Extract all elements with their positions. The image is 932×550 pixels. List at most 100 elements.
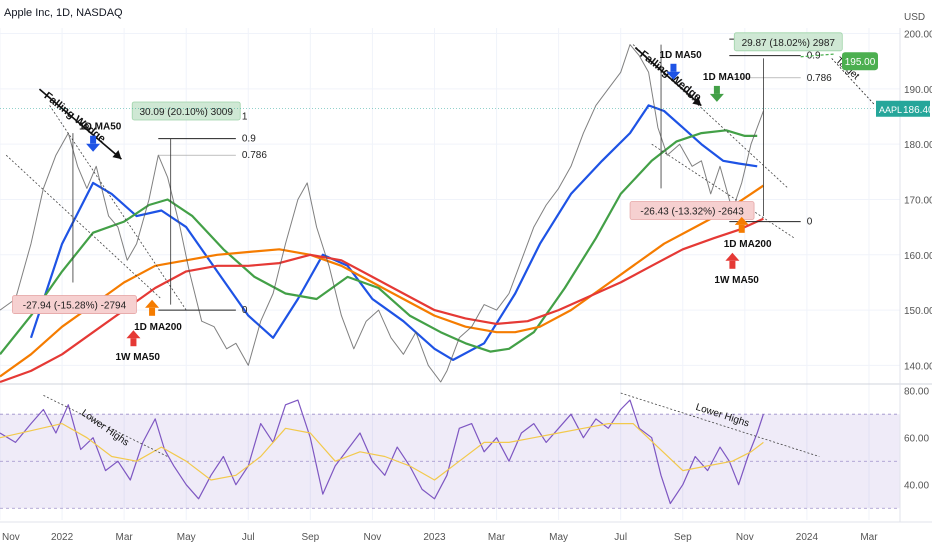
fib-level-label: 1: [242, 112, 248, 123]
arrow-head: [725, 252, 740, 261]
time-tick-label: Jul: [614, 532, 627, 543]
last-price-symbol: AAPL: [879, 105, 902, 115]
ma-label: 1W MA50: [115, 352, 160, 363]
axes: 200.00 190.00 180.00 170.00 1 60.00 150.00 140.…: [0, 28, 932, 543]
pattern-arrow-head: [112, 150, 122, 160]
series-1d-ma200: [0, 184, 765, 378]
arrow-shaft: [149, 307, 156, 316]
measure-box-text: 29.87 (18.02%) 2987: [742, 38, 836, 49]
fib-level-label: 0.786: [242, 150, 267, 161]
arrow-head: [126, 330, 141, 339]
series-lines: [0, 44, 765, 505]
ma-label: 1D MA200: [134, 322, 182, 333]
time-tick-label: 2024: [796, 532, 819, 543]
ma-label: 1D MA200: [724, 239, 772, 250]
time-tick-label: 2022: [51, 532, 74, 543]
ma-arrow-icon: [145, 299, 160, 316]
time-tick-label: Nov: [2, 532, 20, 543]
series-1d-ma100: [0, 129, 758, 355]
target-line: [800, 53, 835, 58]
measure-box-bg: [733, 32, 843, 52]
series-price: [0, 44, 764, 383]
price-tick-label: 140.00: [904, 361, 932, 372]
time-tick-label: Mar: [488, 532, 506, 543]
time-tick-label: Sep: [301, 532, 319, 543]
measure-box-text: -26.43 (-13.32%) -2643: [640, 207, 744, 218]
fib-level-label: 0.9: [807, 51, 821, 62]
time-tick-label: May: [177, 532, 196, 543]
price-tick-label: 180.00: [904, 140, 932, 151]
arrow-head: [734, 216, 749, 225]
ma-label: 1D MA50: [79, 122, 122, 133]
wedge-boundary: [632, 44, 789, 189]
time-tick-label: Jul: [242, 532, 255, 543]
series-rsi-based-ma: [0, 423, 764, 481]
arrow-shaft: [130, 338, 137, 347]
pattern-arrow-head: [692, 96, 702, 106]
ma-arrow-icon: [86, 135, 101, 152]
rsi-band: [0, 383, 932, 509]
ma-arrow-icon: [666, 63, 681, 80]
ma-label: 1D MA100: [703, 72, 751, 83]
ma-arrow-icon: [734, 216, 749, 233]
last-price-badge-bg: [876, 100, 930, 117]
rsi-tick-label: 40.00: [904, 481, 929, 492]
ma-arrow-icon: [126, 330, 141, 347]
measure-box-bg: [629, 201, 755, 220]
pattern-arrow-line: [634, 47, 702, 107]
target-price-badge: 195.00: [842, 52, 878, 71]
fib-level-label: 0.9: [242, 134, 256, 145]
arrow-head: [709, 93, 724, 102]
ma-label: 1W MA50: [714, 275, 759, 286]
arrow-shaft: [729, 260, 736, 269]
measure-box: 29.87 (18.02%) 2987: [733, 32, 843, 52]
measure-box: -26.43 (-13.32%) -2643: [629, 201, 755, 220]
measure-box-text: 30.09 (20.10%) 3009: [140, 107, 234, 118]
last-price-badge: AAPL 186.40: [0, 100, 932, 117]
target-guide: [831, 58, 876, 106]
measure-box: 30.09 (20.10%) 3009: [131, 101, 241, 121]
arrow-head: [145, 299, 160, 308]
rsi-tick-label: 80.00: [904, 387, 929, 398]
measure-box-bg: [12, 295, 137, 314]
target-price-badge-bg: [842, 52, 878, 71]
rsi-trendline: [43, 395, 168, 457]
pattern-label: Falling Wedge: [42, 90, 108, 145]
target-price-badge-text: 195.00: [845, 57, 876, 68]
arrow-head: [666, 71, 681, 80]
price-tick-label: 190.00: [904, 85, 932, 96]
time-tick-label: Mar: [116, 532, 134, 543]
header-bar: [0, 0, 932, 20]
ma-arrow-icon: [709, 85, 724, 102]
arrow-shaft: [738, 224, 745, 233]
time-tick-label: Nov: [736, 532, 754, 543]
chart-title: Apple Inc, 1D, NASDAQ: [4, 7, 123, 19]
rsi-trendline: [620, 392, 820, 457]
arrow-shaft: [713, 85, 720, 94]
ma-arrow-icon: [725, 252, 740, 269]
pattern-arrow-line: [38, 88, 122, 160]
price-tick-label: 150.00: [904, 306, 932, 317]
series-rsi: [0, 399, 764, 505]
time-tick-label: Sep: [674, 532, 692, 543]
time-tick-label: Mar: [860, 532, 878, 543]
wedge-boundary: [5, 154, 162, 300]
last-price-value: 186.40: [903, 105, 932, 116]
time-tick-label: Nov: [364, 532, 382, 543]
arrow-head: [86, 143, 101, 152]
arrow-shaft: [90, 135, 97, 144]
currency-label: USD: [904, 12, 925, 23]
price-tick-label: 170.00: [904, 195, 932, 206]
rsi-tick-label: 60.00: [904, 434, 929, 445]
wedge-boundary: [49, 105, 187, 311]
measure-box-text: -27.94 (-15.28%) -2794: [23, 301, 127, 312]
measure-box-bg: [131, 101, 241, 121]
price-tick-label: 200.00: [904, 30, 932, 41]
measure-box: -27.94 (-15.28%) -2794: [12, 295, 137, 314]
series-1d-ma50: [29, 104, 758, 361]
fib-level-label: 0: [807, 217, 813, 228]
arrow-shaft: [670, 63, 677, 72]
wedge-boundary: [651, 143, 795, 239]
fib-level-label: 0: [242, 305, 248, 316]
